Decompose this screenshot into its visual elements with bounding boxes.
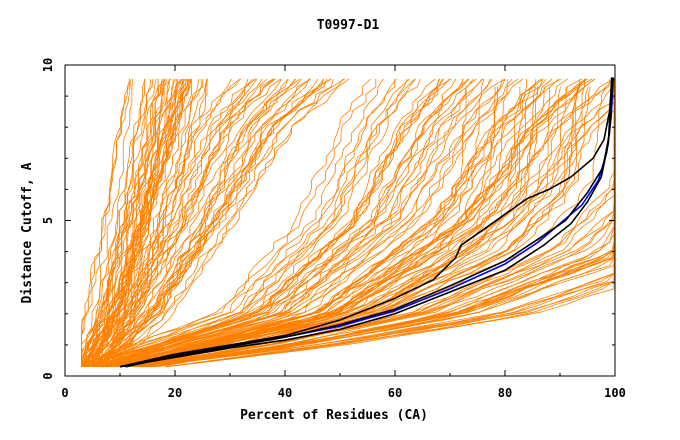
background-model-line bbox=[131, 86, 545, 368]
background-model-line bbox=[81, 78, 153, 367]
y-tick-label: 0 bbox=[41, 372, 55, 379]
background-model-line bbox=[105, 78, 421, 368]
x-tick-label: 60 bbox=[388, 386, 402, 400]
x-axis-label: Percent of Residues (CA) bbox=[240, 408, 428, 423]
background-model-line bbox=[81, 78, 146, 367]
background-model-line bbox=[141, 86, 615, 368]
axis-ticks bbox=[64, 64, 616, 377]
background-model-line bbox=[96, 78, 296, 367]
background-model-line bbox=[110, 78, 503, 368]
background-model-line bbox=[102, 78, 289, 368]
background-model-line bbox=[94, 78, 444, 368]
background-model-line bbox=[100, 78, 483, 368]
background-model-line bbox=[105, 78, 508, 368]
x-tick-label: 100 bbox=[604, 386, 626, 400]
background-model-line bbox=[81, 78, 134, 367]
x-tick-label: 40 bbox=[278, 386, 292, 400]
background-model-line bbox=[114, 78, 334, 367]
background-model-line bbox=[81, 78, 263, 368]
background-model-line bbox=[81, 79, 377, 368]
background-model-line bbox=[110, 78, 319, 367]
background-model-line bbox=[92, 78, 506, 368]
background-model-line bbox=[83, 78, 274, 368]
background-model-line bbox=[83, 78, 440, 368]
background-model-line bbox=[166, 86, 615, 368]
background-model-line bbox=[85, 78, 470, 368]
background-model-line bbox=[119, 86, 467, 368]
background-model-line bbox=[84, 79, 191, 367]
background-model-line bbox=[103, 78, 457, 368]
background-model-line bbox=[102, 78, 350, 368]
background-model-line bbox=[102, 78, 485, 368]
background-model-line bbox=[81, 78, 253, 367]
background-model-line bbox=[95, 79, 396, 368]
background-model-line bbox=[81, 78, 166, 367]
background-model-line bbox=[101, 78, 324, 367]
x-tick-label: 80 bbox=[498, 386, 512, 400]
x-tick-label: 20 bbox=[168, 386, 182, 400]
background-model-line bbox=[82, 78, 281, 367]
background-model-line bbox=[108, 78, 611, 368]
background-model-line bbox=[81, 78, 204, 367]
tick-labels: 0 20 40 60 80 100 0 5 10 bbox=[41, 58, 626, 400]
background-model-lines bbox=[81, 78, 615, 368]
y-axis-label: Distance Cutoff, A bbox=[20, 162, 35, 303]
background-model-line bbox=[81, 78, 232, 367]
background-model-line bbox=[114, 86, 551, 368]
background-model-line bbox=[102, 79, 202, 367]
background-model-line bbox=[81, 78, 168, 367]
background-model-line bbox=[111, 79, 615, 368]
background-model-line bbox=[115, 78, 537, 368]
background-model-line bbox=[87, 78, 410, 368]
background-model-line bbox=[81, 79, 159, 367]
background-model-line bbox=[81, 78, 241, 367]
background-model-line bbox=[92, 78, 332, 368]
background-model-line bbox=[81, 78, 384, 368]
highlight-line-black bbox=[125, 77, 614, 368]
background-model-line bbox=[118, 79, 585, 368]
background-model-line bbox=[88, 78, 469, 368]
background-model-line bbox=[115, 86, 581, 368]
background-model-line bbox=[93, 78, 474, 368]
background-model-line bbox=[97, 78, 256, 367]
background-model-line bbox=[81, 78, 131, 367]
background-model-line bbox=[83, 78, 397, 368]
highlighted-model-lines bbox=[119, 77, 615, 368]
background-model-line bbox=[104, 78, 268, 368]
background-model-line bbox=[104, 78, 416, 368]
background-model-line bbox=[106, 86, 496, 368]
background-model-line bbox=[98, 79, 184, 367]
x-tick-label: 0 bbox=[61, 386, 68, 400]
background-model-line bbox=[106, 78, 513, 368]
y-tick-label: 10 bbox=[41, 58, 55, 72]
highlight-line-black bbox=[119, 77, 614, 368]
background-model-line bbox=[124, 86, 499, 368]
background-model-line bbox=[81, 78, 131, 367]
background-model-line bbox=[107, 79, 527, 368]
background-model-line bbox=[84, 79, 174, 367]
chart-title: T0997-D1 bbox=[317, 18, 380, 33]
background-model-line bbox=[86, 79, 178, 367]
background-model-line bbox=[81, 78, 172, 367]
highlight-line-black bbox=[119, 77, 613, 368]
background-model-line bbox=[82, 78, 371, 368]
y-tick-label: 5 bbox=[41, 217, 55, 224]
